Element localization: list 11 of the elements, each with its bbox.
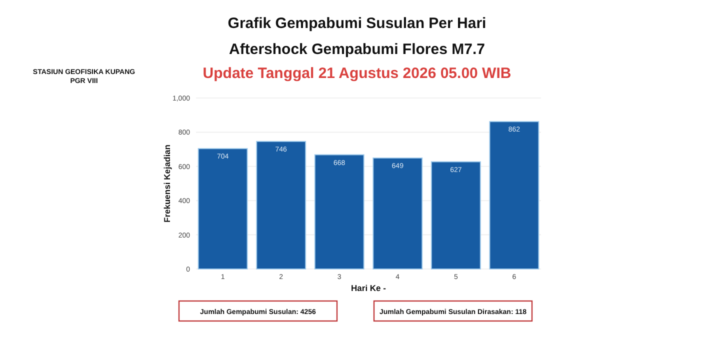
bar [314,154,364,270]
bar [198,148,248,270]
bar [256,140,306,270]
bar [372,158,423,270]
y-axis-title: Frekuensi Kejadian [162,144,172,222]
chart-title: Grafik Gempabumi Susulan Per Hari [228,15,486,32]
bar [489,121,540,270]
chart-subtitle: Aftershock Gempabumi Flores M7.7 [229,41,485,58]
x-axis-title: Hari Ke - [351,283,386,293]
text: Update Tanggal 21 Agustus 2026 05.00 WIB [202,65,512,82]
bar [430,161,481,270]
